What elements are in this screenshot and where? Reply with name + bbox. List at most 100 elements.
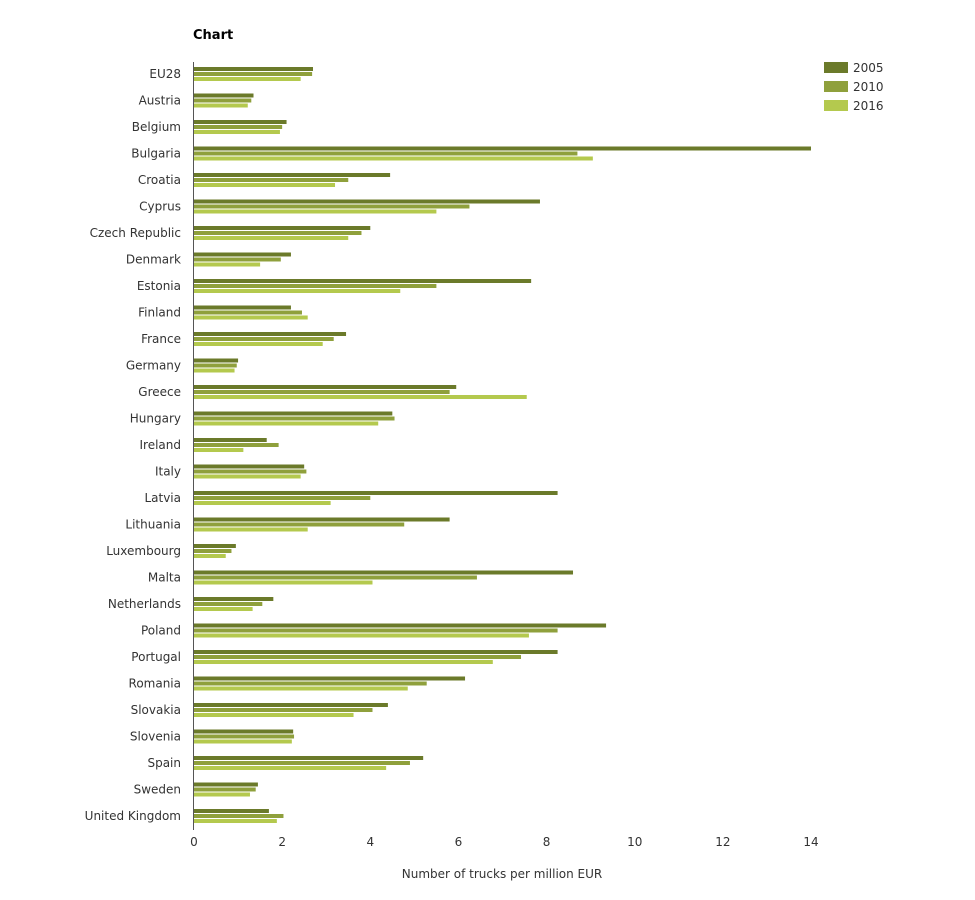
bar-2005: [194, 782, 258, 787]
x-tick-labels: 0 2 4 6 8 10 12 14: [190, 835, 818, 849]
bar-2010: [194, 681, 427, 686]
category-label: Belgium: [132, 120, 181, 134]
category-label: Malta: [148, 571, 181, 585]
category-label: Cyprus: [139, 200, 181, 214]
bar-2010: [194, 98, 252, 103]
bar-2005: [194, 464, 305, 469]
bar-2005: [194, 623, 607, 628]
bar-2005: [194, 756, 424, 760]
bar-2010: [194, 655, 522, 659]
category-label: Greece: [138, 385, 181, 399]
bar-2016: [194, 421, 379, 426]
x-tick-label: 4: [366, 835, 374, 849]
bar-2005: [194, 120, 287, 124]
bar-2005: [194, 279, 532, 283]
bar-2010: [194, 310, 302, 315]
category-label: Italy: [155, 465, 181, 479]
bar-2016: [194, 501, 331, 505]
bar-2010: [194, 390, 450, 394]
bar-2016: [194, 368, 235, 373]
bar-2016: [194, 156, 593, 161]
bar-2016: [194, 474, 301, 479]
bar-2010: [194, 151, 578, 156]
bar-2016: [194, 739, 292, 744]
category-label: Czech Republic: [90, 226, 181, 240]
bar-2005: [194, 67, 313, 71]
bar-2005: [194, 411, 393, 416]
bar-2016: [194, 289, 401, 293]
category-labels: EU28 Austria Belgium Bulgaria Croatia Cyprus C…: [85, 67, 181, 823]
category-label: Austria: [139, 94, 181, 108]
x-tick-label: 10: [627, 835, 642, 849]
bar-2016: [194, 607, 253, 611]
bar-2016: [194, 130, 280, 134]
category-label: Germany: [126, 359, 181, 373]
bar-2010: [194, 363, 237, 368]
bar-2016: [194, 448, 244, 452]
bar-2010: [194, 231, 362, 235]
bar-2005: [194, 729, 294, 734]
bar-2016: [194, 77, 301, 81]
category-label: Denmark: [126, 253, 181, 267]
legend-label: 2005: [853, 61, 884, 75]
bar-2005: [194, 544, 236, 548]
bar-2010: [194, 761, 410, 765]
category-label: Bulgaria: [131, 147, 181, 161]
bar-2005: [194, 517, 450, 522]
category-label: Romania: [129, 677, 181, 691]
bar-2016: [194, 633, 529, 638]
bar-2016: [194, 342, 323, 346]
category-label: Portugal: [131, 650, 181, 664]
bar-2010: [194, 549, 232, 553]
legend-label: 2010: [853, 80, 884, 94]
bar-2016: [194, 686, 408, 691]
bar-2010: [194, 337, 334, 341]
bar-2016: [194, 103, 248, 108]
bar-2005: [194, 703, 388, 707]
bar-2005: [194, 332, 347, 336]
bar-2005: [194, 570, 574, 575]
bar-2016: [194, 580, 373, 585]
bar-2016: [194, 766, 387, 770]
category-label: Estonia: [137, 279, 181, 293]
category-label: Croatia: [138, 173, 181, 187]
x-tick-label: 8: [543, 835, 551, 849]
bar-2010: [194, 284, 437, 288]
category-label: Luxembourg: [106, 544, 181, 558]
bar-2005: [194, 650, 558, 654]
bar-2016: [194, 819, 277, 823]
bar-2005: [194, 809, 269, 813]
bar-2010: [194, 787, 256, 792]
bar-2016: [194, 262, 261, 267]
x-tick-label: 6: [455, 835, 463, 849]
bar-2010: [194, 125, 283, 129]
legend: 2005 2010 2016: [824, 61, 884, 113]
x-tick-label: 12: [715, 835, 730, 849]
bar-2016: [194, 315, 308, 320]
x-tick-label: 0: [190, 835, 198, 849]
legend-swatch: [824, 81, 848, 92]
bar-2010: [194, 72, 313, 76]
category-label: United Kingdom: [85, 809, 181, 823]
bar-2010: [194, 575, 477, 580]
category-label: Slovakia: [131, 703, 181, 717]
category-label: Latvia: [144, 491, 181, 505]
bar-2010: [194, 734, 295, 739]
bar-2016: [194, 183, 336, 187]
bar-2016: [194, 236, 349, 240]
bar-2005: [194, 385, 457, 389]
bars-group: [194, 67, 811, 823]
bar-2005: [194, 199, 540, 204]
bar-2005: [194, 146, 811, 151]
category-label: Ireland: [139, 438, 181, 452]
category-label: Slovenia: [130, 730, 181, 744]
bar-2016: [194, 554, 226, 558]
bar-2010: [194, 443, 279, 447]
chart-title: Chart: [193, 28, 234, 43]
bar-2005: [194, 226, 371, 230]
category-label: EU28: [149, 67, 181, 81]
bar-2016: [194, 660, 493, 664]
bar-2005: [194, 305, 291, 310]
bar-2010: [194, 628, 558, 633]
